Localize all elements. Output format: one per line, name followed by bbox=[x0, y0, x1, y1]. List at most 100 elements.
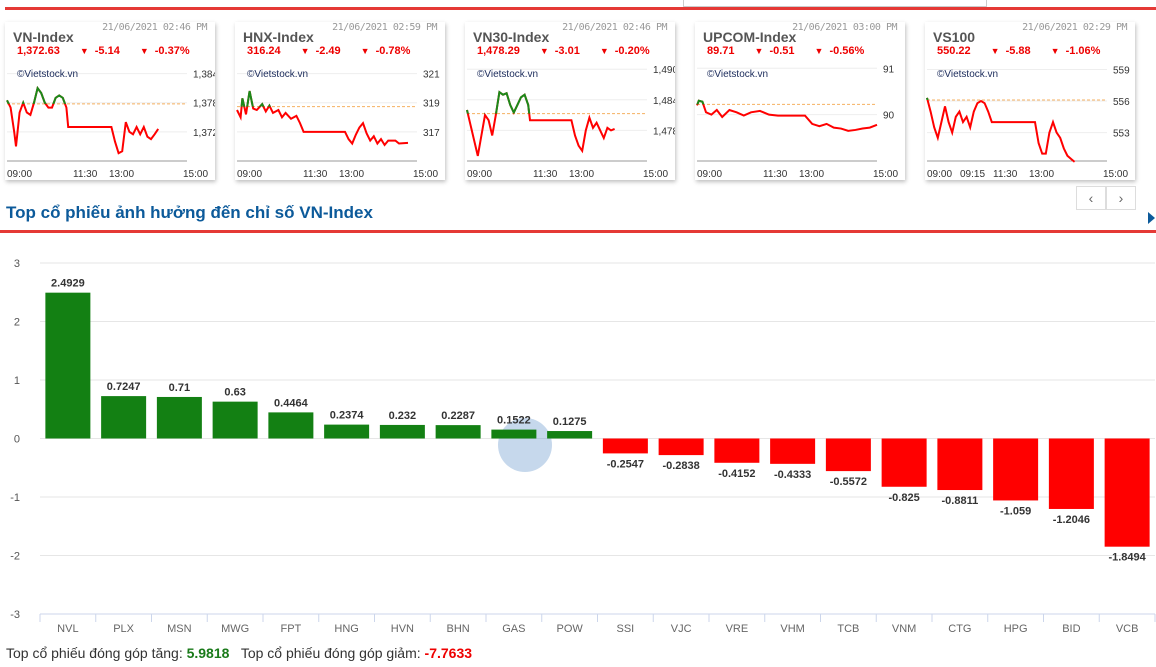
card-pct: ▼ -0.56% bbox=[814, 45, 865, 57]
index-card[interactable]: 21/06/2021 02:46 PM VN-Index 1,372.63 ▼ -… bbox=[5, 22, 215, 180]
index-card[interactable]: 21/06/2021 02:29 PM VS100 550.22 ▼ -5.88 … bbox=[925, 22, 1135, 180]
sparkline-chart: 1,490 1,484 1,478 09:00 11:30 13:00 15:00 bbox=[466, 65, 675, 180]
x-tick-label: 11:30 bbox=[303, 169, 328, 180]
index-card[interactable]: 21/06/2021 02:46 PM VN30-Index 1,478.29 … bbox=[465, 22, 675, 180]
card-title: VN30-Index bbox=[473, 29, 550, 45]
card-time: 21/06/2021 03:00 PM bbox=[792, 22, 897, 33]
expand-arrow-icon[interactable] bbox=[1148, 212, 1155, 224]
category-label: VCB bbox=[1116, 623, 1139, 635]
copyright-label: ©Vietstock.vn bbox=[477, 69, 539, 80]
bar-hpg[interactable] bbox=[993, 438, 1039, 501]
down-arrow-icon: ▼ bbox=[599, 46, 609, 56]
y-tick-label: 556 bbox=[1113, 97, 1130, 108]
section-title: Top cổ phiếu ảnh hưởng đến chỉ số VN-Ind… bbox=[6, 203, 373, 222]
price-line-up bbox=[926, 97, 982, 101]
index-card[interactable]: 21/06/2021 03:00 PM UPCOM-Index 89.71 ▼ -… bbox=[695, 22, 905, 180]
y-tick-label: 2 bbox=[14, 317, 20, 329]
bar-bid[interactable] bbox=[1048, 438, 1094, 509]
bar-nvl[interactable] bbox=[45, 292, 91, 439]
data-label: 0.1522 bbox=[497, 415, 531, 427]
x-tick-label: 09:00 bbox=[237, 169, 262, 180]
card-change: ▼ -3.01 bbox=[539, 45, 580, 57]
price-line-up bbox=[6, 85, 67, 104]
copyright-label: ©Vietstock.vn bbox=[247, 69, 309, 80]
y-tick-label: 1,478 bbox=[653, 126, 675, 137]
data-label: 0.4464 bbox=[274, 397, 309, 409]
bar-hng[interactable] bbox=[324, 424, 370, 439]
bar-gas[interactable] bbox=[491, 429, 537, 439]
y-tick-label: 0 bbox=[14, 434, 20, 446]
section-divider bbox=[0, 230, 1156, 233]
bar-tcb[interactable] bbox=[825, 438, 871, 472]
y-tick-label: 90 bbox=[883, 111, 895, 122]
down-arrow-icon: ▼ bbox=[814, 46, 824, 56]
bar-vcb[interactable] bbox=[1104, 438, 1150, 547]
down-arrow-icon: ▼ bbox=[139, 46, 149, 56]
bar-plx[interactable] bbox=[101, 396, 147, 439]
bar-vnm[interactable] bbox=[881, 438, 927, 487]
down-arrow-icon: ▼ bbox=[79, 46, 89, 56]
x-tick-label: 13:00 bbox=[569, 169, 594, 180]
data-label: 0.232 bbox=[389, 410, 417, 422]
down-arrow-icon: ▼ bbox=[990, 46, 1000, 56]
x-tick-label: 13:00 bbox=[1029, 169, 1054, 180]
bar-msn[interactable] bbox=[156, 396, 202, 439]
sparkline-chart: 91 90 09:00 11:30 13:00 15:00 bbox=[696, 64, 898, 180]
data-label: 0.2374 bbox=[330, 410, 365, 422]
sparkline-chart: 559 556 553 09:00 09:15 11:30 13:00 15:00 bbox=[926, 66, 1130, 180]
copyright-label: ©Vietstock.vn bbox=[17, 69, 79, 80]
card-pct: ▼ -0.78% bbox=[360, 45, 411, 57]
card-title: VS100 bbox=[933, 29, 976, 45]
category-label: HVN bbox=[391, 623, 414, 635]
category-label: BHN bbox=[447, 623, 470, 635]
y-tick-label: -3 bbox=[10, 609, 20, 621]
card-value: 1,478.29 bbox=[477, 45, 520, 57]
card-value: 550.22 bbox=[937, 45, 971, 57]
bar-bhn[interactable] bbox=[435, 425, 481, 439]
data-label: 0.63 bbox=[224, 387, 245, 399]
bar-vjc[interactable] bbox=[658, 438, 704, 456]
y-tick-label: 1,372 bbox=[193, 128, 215, 139]
card-pct: ▼ -0.20% bbox=[599, 45, 650, 57]
down-arrow-icon: ▼ bbox=[1050, 46, 1060, 56]
bar-vre[interactable] bbox=[714, 438, 760, 463]
y-tick-label: 1 bbox=[14, 375, 20, 387]
bar-ssi[interactable] bbox=[602, 438, 648, 454]
bar-mwg[interactable] bbox=[212, 401, 258, 439]
price-line-down bbox=[236, 90, 409, 147]
bar-fpt[interactable] bbox=[268, 412, 314, 439]
bar-vhm[interactable] bbox=[770, 438, 816, 464]
y-tick-label: 91 bbox=[883, 64, 895, 75]
category-label: GAS bbox=[502, 623, 525, 635]
category-label: VNM bbox=[892, 623, 916, 635]
price-line-down bbox=[6, 85, 160, 155]
y-tick-label: 1,378 bbox=[193, 99, 215, 110]
card-time: 21/06/2021 02:46 PM bbox=[102, 22, 207, 33]
next-button[interactable]: › bbox=[1106, 186, 1136, 210]
x-tick-label: 11:30 bbox=[533, 169, 558, 180]
price-line-up bbox=[240, 90, 272, 107]
top-input-box bbox=[683, 0, 987, 7]
x-tick-label: 09:00 bbox=[7, 169, 32, 180]
card-title: VN-Index bbox=[13, 29, 74, 45]
category-label: HNG bbox=[334, 623, 358, 635]
card-values: 550.22 ▼ -5.88 ▼ -1.06% bbox=[937, 45, 1100, 57]
category-label: CTG bbox=[948, 623, 971, 635]
x-tick-label: 15:00 bbox=[643, 169, 668, 180]
bar-ctg[interactable] bbox=[937, 438, 983, 491]
up-value: 5.9818 bbox=[186, 645, 230, 661]
bar-pow[interactable] bbox=[547, 431, 593, 439]
index-card[interactable]: 21/06/2021 02:59 PM HNX-Index 316.24 ▼ -2… bbox=[235, 22, 445, 180]
y-tick-label: 553 bbox=[1113, 129, 1130, 140]
down-label: Top cổ phiếu đóng góp giảm: bbox=[240, 645, 421, 661]
card-time: 21/06/2021 02:59 PM bbox=[332, 22, 437, 33]
y-tick-label: 559 bbox=[1113, 66, 1130, 77]
data-label: -0.825 bbox=[889, 492, 920, 504]
bar-hvn[interactable] bbox=[379, 424, 425, 439]
price-line-up bbox=[466, 90, 531, 114]
card-time: 21/06/2021 02:46 PM bbox=[562, 22, 667, 33]
card-time: 21/06/2021 02:29 PM bbox=[1022, 22, 1127, 33]
prev-button[interactable]: ‹ bbox=[1076, 186, 1106, 210]
down-arrow-icon: ▼ bbox=[539, 46, 549, 56]
card-value: 89.71 bbox=[707, 45, 735, 57]
